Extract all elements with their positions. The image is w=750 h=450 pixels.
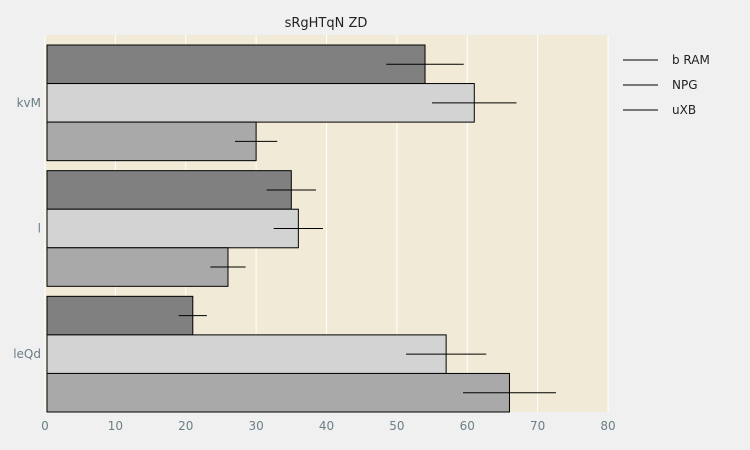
x-tick-label: 20 <box>178 419 193 433</box>
legend-label: b RAM <box>672 53 710 67</box>
x-tick-label: 80 <box>600 419 615 433</box>
bar <box>46 295 194 336</box>
legend-label: NPG <box>672 78 698 92</box>
bar <box>46 247 229 287</box>
error-bars-group <box>178 63 556 394</box>
x-tick-label: 0 <box>41 419 49 433</box>
x-tick-label: 40 <box>319 419 334 433</box>
bar <box>46 83 475 123</box>
x-tick-label: 50 <box>389 419 404 433</box>
legend: b RAM NPG uXB <box>623 53 710 117</box>
bar <box>46 334 447 374</box>
bar <box>46 170 292 210</box>
bars-group <box>46 44 510 413</box>
chart-title: sRgHTqN ZD <box>285 16 368 31</box>
bar <box>46 208 299 249</box>
category-label: l <box>38 222 41 236</box>
x-tick-label: 10 <box>108 419 123 433</box>
x-tick-label: 30 <box>248 419 263 433</box>
x-axis-ticks: 0 10 20 30 40 50 60 70 80 <box>41 419 615 433</box>
category-label: leQd <box>13 347 41 361</box>
category-label: kvM <box>17 96 41 110</box>
x-tick-label: 70 <box>530 419 545 433</box>
bar <box>46 372 510 413</box>
legend-label: uXB <box>672 103 696 117</box>
bar <box>46 44 426 85</box>
x-tick-label: 60 <box>460 419 475 433</box>
bar <box>46 121 257 162</box>
category-labels: kvM l leQd <box>13 96 41 361</box>
